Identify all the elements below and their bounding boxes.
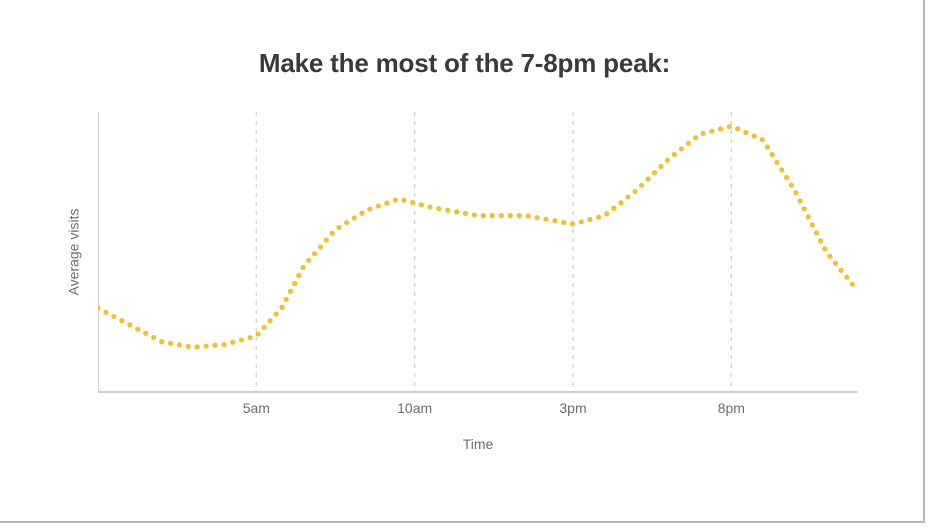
x-tick-label: 10am [397, 400, 432, 416]
x-tick-label: 3pm [559, 400, 586, 416]
y-axis-label: Average visits [58, 112, 88, 392]
slide-frame-bottom [0, 521, 925, 523]
data-series [98, 124, 855, 349]
chart-title: Make the most of the 7-8pm peak: [0, 48, 929, 79]
chart-plot-area: 5am10am3pm8pm [98, 112, 858, 392]
x-axis-label: Time [98, 436, 858, 452]
chart-svg [98, 112, 858, 394]
chart-container: Average visits 5am10am3pm8pm Time [58, 112, 858, 452]
x-tick-label: 5am [243, 400, 270, 416]
x-tick-label: 8pm [718, 400, 745, 416]
